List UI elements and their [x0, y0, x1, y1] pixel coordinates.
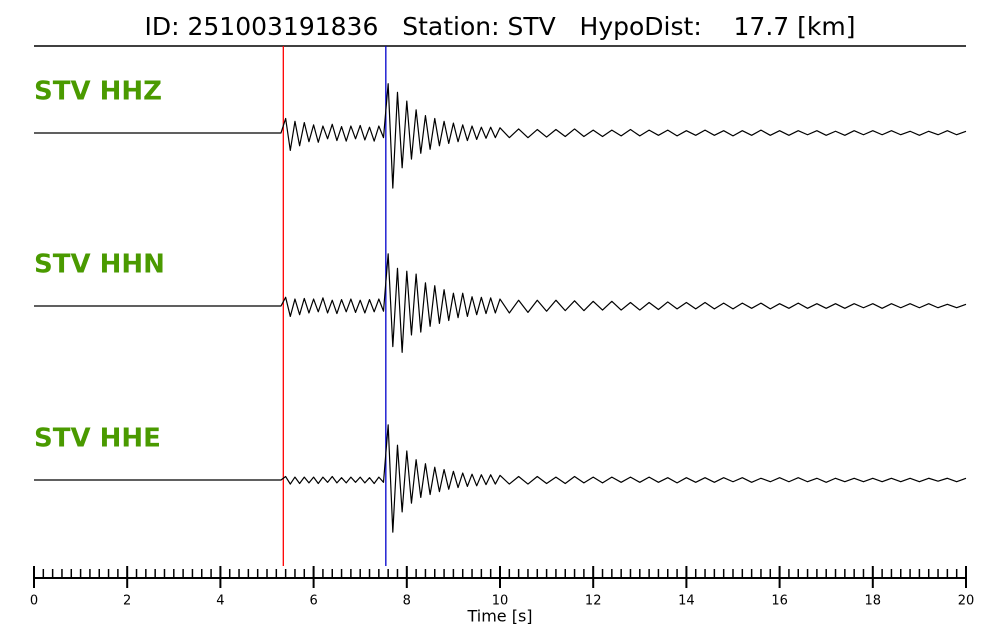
x-tick-label: 0	[30, 594, 38, 609]
waveform	[34, 424, 967, 533]
waveform	[34, 253, 967, 353]
waveform	[34, 83, 967, 189]
x-tick-label: 18	[865, 594, 882, 609]
chart-title: ID: 251003191836 Station: STV HypoDist: …	[145, 12, 856, 41]
x-tick-label: 4	[216, 594, 224, 609]
x-tick-label: 20	[958, 594, 975, 609]
x-tick-label: 12	[585, 594, 602, 609]
x-tick-label: 14	[678, 594, 695, 609]
x-tick-label: 16	[771, 594, 788, 609]
x-tick-label: 10	[492, 594, 509, 609]
x-tick-label: 8	[403, 594, 411, 609]
x-tick-label: 6	[309, 594, 317, 609]
x-axis-label: Time [s]	[466, 607, 532, 626]
trace-label: STV HHN	[34, 250, 165, 280]
x-tick-label: 2	[123, 594, 131, 609]
trace-label: STV HHZ	[34, 77, 162, 107]
trace-label: STV HHE	[34, 424, 161, 454]
